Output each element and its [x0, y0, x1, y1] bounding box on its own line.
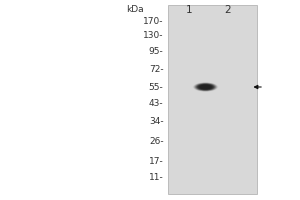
Text: 34-: 34-: [149, 117, 164, 127]
Ellipse shape: [194, 83, 218, 91]
Text: 170-: 170-: [143, 17, 164, 25]
Ellipse shape: [198, 84, 213, 90]
Text: 1: 1: [186, 5, 192, 15]
Ellipse shape: [200, 85, 211, 89]
Ellipse shape: [199, 85, 212, 89]
Text: 43-: 43-: [149, 99, 164, 108]
Text: 11-: 11-: [149, 173, 164, 182]
Text: 26-: 26-: [149, 136, 164, 146]
Text: 130-: 130-: [143, 30, 164, 40]
Text: kDa: kDa: [126, 5, 144, 14]
Text: 95-: 95-: [149, 46, 164, 55]
Text: 55-: 55-: [149, 83, 164, 92]
Ellipse shape: [197, 84, 214, 90]
Ellipse shape: [194, 83, 217, 91]
Text: 72-: 72-: [149, 64, 164, 73]
Ellipse shape: [201, 85, 210, 89]
Ellipse shape: [195, 83, 216, 91]
Ellipse shape: [193, 82, 218, 92]
Text: 17-: 17-: [149, 156, 164, 166]
Text: 2: 2: [225, 5, 231, 15]
Ellipse shape: [196, 84, 215, 90]
Bar: [168, 5, 256, 194]
